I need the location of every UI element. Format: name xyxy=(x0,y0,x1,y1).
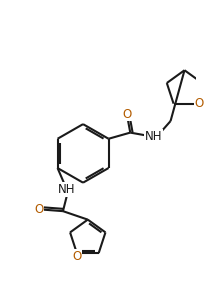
Text: O: O xyxy=(72,250,82,263)
Text: O: O xyxy=(195,97,204,110)
Text: NH: NH xyxy=(145,130,162,143)
Text: O: O xyxy=(123,108,132,121)
Text: O: O xyxy=(34,203,44,216)
Text: NH: NH xyxy=(58,183,76,196)
